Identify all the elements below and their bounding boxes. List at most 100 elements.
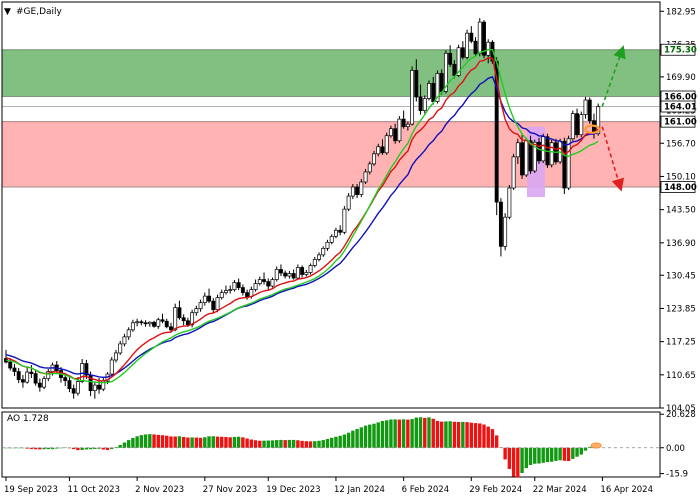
zone-resistance — [1, 49, 661, 98]
svg-text:148.00: 148.00 — [664, 183, 697, 193]
ao-bar — [279, 439, 283, 448]
candle — [109, 356, 114, 376]
ao-bar — [439, 421, 444, 448]
ao-bar — [346, 432, 351, 448]
candle — [376, 143, 381, 157]
ao-bar — [114, 447, 118, 448]
ao-bar — [97, 447, 101, 449]
candle — [579, 111, 584, 138]
candle — [16, 368, 21, 384]
candle — [156, 317, 161, 329]
ao-bar — [478, 423, 482, 448]
candle — [397, 116, 402, 143]
ao-bar — [194, 437, 199, 448]
candle — [452, 60, 457, 79]
ao-bar — [55, 447, 59, 449]
time-tick-label: 19 Dec 2023 — [266, 485, 320, 495]
ao-bar — [351, 430, 355, 448]
candle — [224, 285, 228, 295]
candle — [380, 139, 385, 155]
ao-bar — [554, 447, 558, 461]
ao-bar — [25, 447, 29, 449]
ao-bar — [198, 437, 203, 448]
ao-bar — [126, 440, 131, 448]
ao-bar — [76, 447, 80, 451]
chart-title: ▼ #GE,Daily — [4, 7, 63, 17]
candle — [274, 266, 279, 282]
ao-bar — [215, 436, 220, 448]
candle — [431, 76, 436, 105]
candle — [575, 108, 580, 138]
candle — [359, 178, 364, 198]
ao-bar — [296, 440, 300, 448]
ao-bar — [50, 447, 55, 450]
ao-bar — [469, 422, 473, 448]
candle — [541, 133, 546, 163]
ao-bar — [165, 435, 169, 448]
ao-bar — [588, 446, 592, 448]
ao-bar — [410, 419, 414, 448]
candle — [469, 26, 474, 44]
candle — [232, 280, 237, 292]
ao-bar — [42, 447, 46, 450]
ao-panel-frame — [1, 411, 661, 478]
ao-bar — [444, 421, 448, 448]
price-tick-label: 110.65 — [666, 371, 696, 381]
ao-bar — [29, 447, 34, 450]
price-tick-label: 143.50 — [666, 206, 696, 216]
level-label: 148.00 — [660, 181, 697, 193]
time-tick-label: 12 Jan 2024 — [334, 485, 385, 495]
ao-bar — [414, 417, 419, 448]
ao-bar — [372, 423, 376, 448]
candle — [219, 289, 224, 300]
ao-bar — [431, 418, 435, 448]
ao-bar — [16, 447, 21, 449]
ao-bar — [160, 435, 165, 448]
price-tick-label: 123.85 — [666, 304, 696, 314]
candle — [549, 139, 554, 168]
ao-bar — [537, 447, 541, 464]
candle — [355, 183, 360, 199]
time-tick-label: 16 Apr 2024 — [600, 485, 653, 495]
candle — [270, 277, 275, 288]
candle — [346, 193, 351, 212]
candle — [477, 18, 482, 57]
price-tick-label: 169.90 — [666, 73, 696, 83]
ao-bar — [511, 447, 516, 477]
ao-bar — [63, 447, 67, 449]
candle — [338, 225, 343, 236]
ao-bar — [393, 419, 397, 448]
moving-averages-layer — [5, 49, 599, 384]
candle — [266, 278, 271, 290]
frame-layer — [1, 1, 661, 478]
candle — [410, 66, 415, 126]
candle — [236, 278, 241, 291]
ao-bar — [516, 447, 520, 478]
candle — [173, 303, 178, 332]
candle — [177, 300, 182, 320]
ao-bar — [528, 447, 533, 465]
candle — [147, 321, 152, 327]
candle — [92, 382, 97, 399]
candle — [333, 227, 338, 239]
ao-bar — [338, 435, 342, 448]
ao-bar — [465, 422, 469, 448]
ao-bar — [389, 419, 393, 448]
candle — [304, 269, 309, 277]
ao-bar — [143, 434, 148, 448]
ao-bar — [385, 420, 389, 448]
ao-bar — [241, 437, 245, 448]
main-panel-frame — [1, 1, 661, 409]
candle — [325, 239, 330, 251]
ao-bar — [46, 447, 50, 450]
ao-bar — [304, 441, 309, 448]
ao-bar — [118, 444, 122, 448]
candle — [262, 272, 266, 285]
ao-bar — [380, 420, 385, 448]
ao-bar — [101, 447, 105, 450]
ao-bar — [59, 447, 63, 449]
time-tick-label: 27 Nov 2023 — [203, 485, 257, 495]
